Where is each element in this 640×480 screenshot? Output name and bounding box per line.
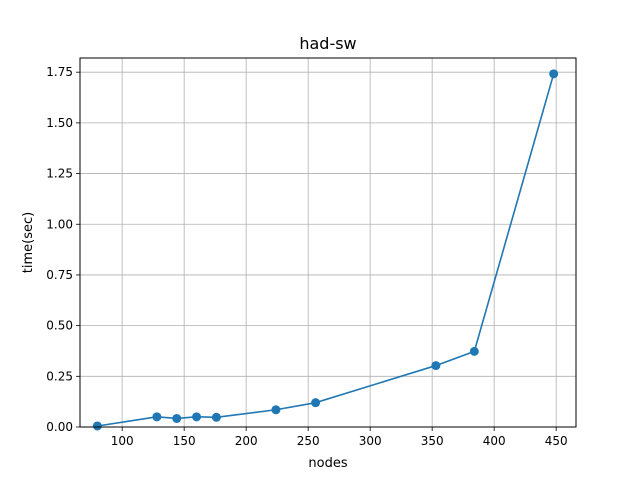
data-point <box>92 421 102 431</box>
series-line <box>97 73 555 427</box>
data-point <box>311 398 321 408</box>
data-point <box>431 361 441 371</box>
x-tick-label: 100 <box>111 434 134 448</box>
data-point <box>172 413 182 423</box>
y-tick-label: 0.00 <box>46 420 73 434</box>
axis-ticks: 100 150 200 250 300 350 400 450 0.00 0.25 0.50 0.75… <box>46 65 567 448</box>
x-axis-label: nodes <box>308 456 347 471</box>
data-point <box>469 346 479 356</box>
y-tick-label: 1.25 <box>46 167 73 181</box>
x-tick-label: 450 <box>545 434 568 448</box>
y-tick-label: 0.50 <box>46 319 73 333</box>
x-tick-label: 300 <box>359 434 382 448</box>
data-point <box>211 412 221 422</box>
plot-frame <box>79 57 577 428</box>
data-point <box>192 412 202 422</box>
y-tick-label: 0.75 <box>46 268 73 282</box>
y-tick-label: 0.25 <box>46 369 73 383</box>
data-point <box>271 405 281 415</box>
y-tick-label: 1.00 <box>46 217 73 231</box>
y-tick-label: 1.75 <box>46 65 73 79</box>
x-tick-label: 150 <box>173 434 196 448</box>
x-tick-label: 400 <box>483 434 506 448</box>
x-tick-label: 350 <box>421 434 444 448</box>
x-tick-label: 200 <box>235 434 258 448</box>
data-point <box>152 412 162 422</box>
y-tick-label: 1.50 <box>46 116 73 130</box>
data-point <box>549 69 559 79</box>
chart-title: had-sw <box>299 34 356 53</box>
series-group <box>92 69 559 431</box>
x-tick-label: 250 <box>297 434 320 448</box>
y-axis-label: time(sec) <box>21 212 36 273</box>
